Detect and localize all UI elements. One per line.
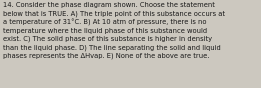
Text: 14. Consider the phase diagram shown. Choose the statement
below that is TRUE. A: 14. Consider the phase diagram shown. Ch… <box>3 2 225 59</box>
